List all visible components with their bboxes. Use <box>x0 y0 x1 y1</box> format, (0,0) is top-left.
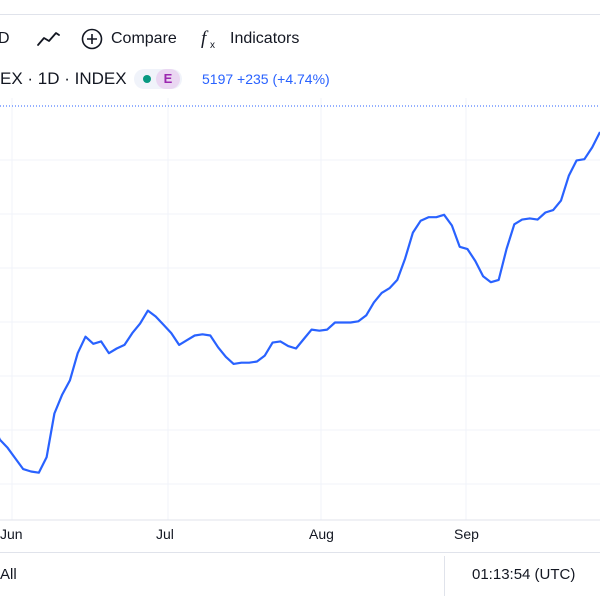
x-tick-label: Sep <box>454 526 479 542</box>
fx-icon: f x <box>201 28 215 51</box>
symbol-title[interactable]: EX · 1D · INDEX <box>0 69 127 88</box>
bottom-vertical-divider <box>444 556 445 596</box>
line-chart-type-icon <box>37 32 60 46</box>
indicators-button[interactable]: f x Indicators <box>200 22 299 56</box>
chart-toolbar: D Compare f x Indicators <box>0 22 600 56</box>
market-status-badge[interactable]: E <box>134 69 182 89</box>
x-tick-label: Jul <box>156 526 174 542</box>
interval-label: D <box>0 30 10 47</box>
plus-circle-icon <box>81 28 103 50</box>
market-open-dot-icon <box>143 75 151 83</box>
last-price: 5197 <box>202 71 234 87</box>
indicators-label: Indicators <box>230 30 300 47</box>
svg-text:x: x <box>210 40 215 51</box>
price-line[interactable] <box>0 131 600 474</box>
utc-clock[interactable]: 01:13:54 (UTC) <box>472 566 576 583</box>
compare-button[interactable]: Compare <box>80 22 177 56</box>
interval-button[interactable]: D <box>0 22 10 56</box>
chart-type-button[interactable] <box>34 22 62 56</box>
range-all-button[interactable]: All <box>0 566 17 583</box>
bottom-divider <box>0 552 600 553</box>
exchange-badge: E <box>156 69 180 89</box>
compare-label: Compare <box>111 30 177 47</box>
top-border <box>0 14 600 15</box>
x-tick-label: Jun <box>0 526 23 542</box>
price-change: +235 <box>237 71 269 87</box>
quote-values: 5197 +235 (+4.74%) <box>202 66 330 92</box>
svg-text:f: f <box>201 28 209 49</box>
price-change-pct: (+4.74%) <box>272 71 330 87</box>
x-tick-label: Aug <box>309 526 334 542</box>
